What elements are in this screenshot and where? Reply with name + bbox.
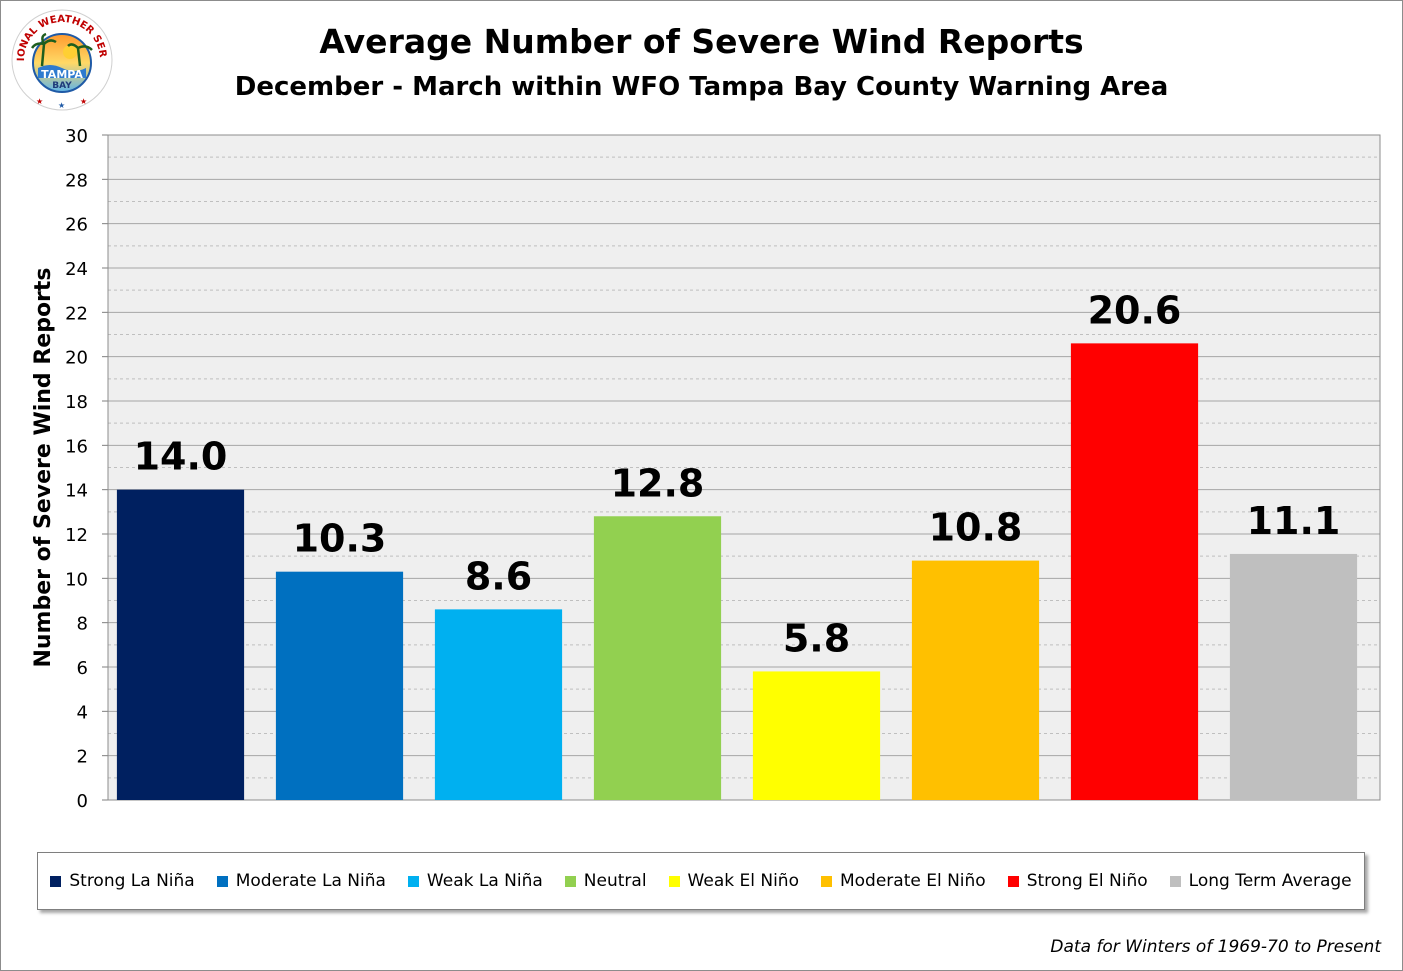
logo-star-icon: ★ [80, 97, 87, 106]
y-tick-label: 26 [65, 215, 88, 236]
legend-label: Weak La Niña [426, 871, 543, 891]
legend-item: Weak El Niño [668, 871, 799, 891]
y-tick-label: 30 [65, 126, 88, 147]
bar [752, 671, 881, 800]
bar-value-label: 12.8 [611, 461, 705, 505]
bar-value-label: 10.3 [293, 517, 387, 561]
chart-title: Average Number of Severe Wind Reports [319, 22, 1084, 61]
legend-swatch [564, 875, 576, 887]
legend-label: Strong El Niño [1026, 871, 1148, 891]
y-tick-label: 20 [65, 348, 88, 369]
legend-swatch [668, 875, 680, 887]
y-tick-label: 16 [65, 436, 88, 457]
legend-swatch [1169, 875, 1181, 887]
footnote: Data for Winters of 1969-70 to Present [1050, 937, 1381, 957]
y-tick-label: 14 [65, 481, 88, 502]
legend-label: Weak El Niño [687, 871, 799, 891]
y-tick-label: 10 [65, 569, 88, 590]
y-tick-label: 22 [65, 303, 88, 324]
legend-label: Moderate La Niña [235, 871, 386, 891]
bar-value-label: 14.0 [134, 435, 228, 479]
y-tick-label: 28 [65, 170, 88, 191]
y-tick-label: 8 [77, 614, 88, 635]
chart-legend: Strong La Niña Moderate La Niña Weak La Ni… [37, 852, 1365, 910]
legend-label: Strong La Niña [69, 871, 195, 891]
bar [275, 571, 404, 800]
legend-swatch [820, 875, 832, 887]
y-tick-label: 0 [77, 791, 88, 812]
legend-item: Long Term Average [1169, 871, 1352, 891]
legend-swatch [1007, 875, 1019, 887]
legend-item: Moderate La Niña [216, 871, 386, 891]
bar [911, 560, 1040, 800]
logo-center-text-2: BAY [52, 81, 72, 91]
bar-value-label: 8.6 [465, 554, 532, 598]
legend-item: Strong La Niña [50, 871, 195, 891]
bar [593, 516, 722, 800]
legend-label: Long Term Average [1188, 871, 1352, 891]
bar-value-label: 20.6 [1088, 288, 1182, 332]
bar [1229, 553, 1358, 800]
chart-subtitle: December - March within WFO Tampa Bay Co… [234, 72, 1169, 102]
bar [116, 489, 245, 800]
y-tick-label: 2 [77, 747, 88, 768]
legend-item: Strong El Niño [1007, 871, 1148, 891]
bar [1070, 343, 1199, 800]
logo-star-icon: ★ [36, 97, 43, 106]
y-tick-label: 12 [65, 525, 88, 546]
legend-item: Neutral [564, 871, 647, 891]
bar-value-label: 10.8 [929, 506, 1023, 550]
nws-logo: NATIONAL WEATHER SERVICE TAMPA BAY ★ ★ ★ [10, 8, 113, 111]
legend-swatch [407, 875, 419, 887]
y-tick-label: 24 [65, 259, 88, 280]
bar-value-label: 5.8 [783, 616, 850, 660]
legend-swatch [216, 875, 228, 887]
legend-label: Moderate El Niño [839, 871, 986, 891]
bar [434, 609, 563, 800]
logo-star-icon: ★ [58, 101, 65, 110]
y-axis-title: Number of Severe Wind Reports [31, 267, 56, 667]
y-tick-label: 18 [65, 392, 88, 413]
legend-label: Neutral [583, 871, 647, 891]
plot-border [107, 134, 1381, 801]
y-tick-label: 6 [77, 658, 88, 679]
legend-swatch [50, 875, 62, 887]
legend-item: Weak La Niña [407, 871, 543, 891]
y-tick-label: 4 [77, 702, 88, 723]
logo-center-text-1: TAMPA [41, 68, 83, 81]
legend-item: Moderate El Niño [820, 871, 986, 891]
bar-value-label: 11.1 [1247, 499, 1341, 543]
